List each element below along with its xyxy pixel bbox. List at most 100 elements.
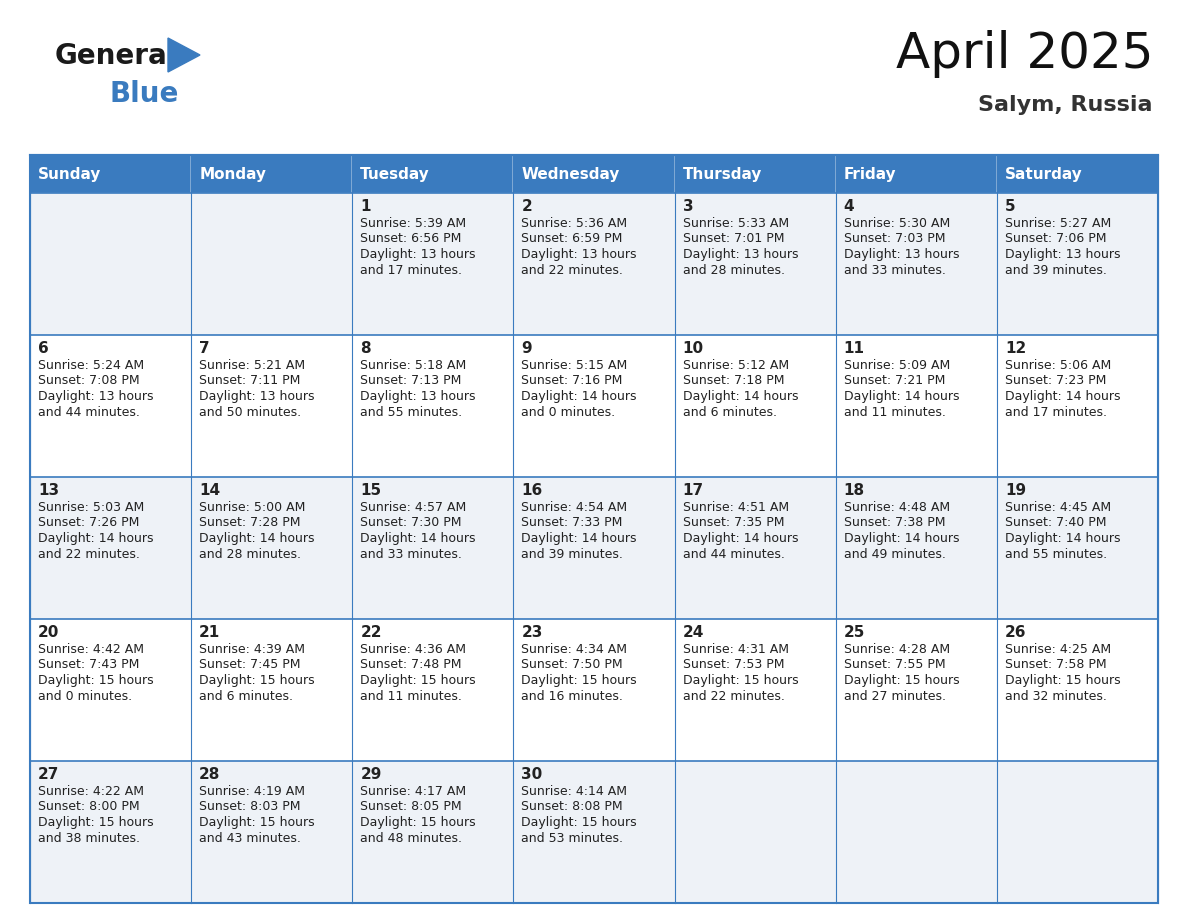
Text: Sunrise: 5:09 AM: Sunrise: 5:09 AM	[843, 359, 950, 372]
Text: 18: 18	[843, 483, 865, 498]
Text: Daylight: 14 hours: Daylight: 14 hours	[200, 532, 315, 545]
Text: Sunset: 6:56 PM: Sunset: 6:56 PM	[360, 232, 462, 245]
Text: 6: 6	[38, 341, 49, 356]
Text: General: General	[55, 42, 177, 70]
Text: Daylight: 15 hours: Daylight: 15 hours	[522, 674, 637, 687]
Text: and 6 minutes.: and 6 minutes.	[200, 689, 293, 702]
Text: Sunset: 7:01 PM: Sunset: 7:01 PM	[683, 232, 784, 245]
Text: Sunset: 7:30 PM: Sunset: 7:30 PM	[360, 517, 462, 530]
Text: Sunrise: 4:28 AM: Sunrise: 4:28 AM	[843, 643, 950, 656]
Text: Daylight: 14 hours: Daylight: 14 hours	[1005, 390, 1120, 403]
Text: Sunrise: 4:39 AM: Sunrise: 4:39 AM	[200, 643, 305, 656]
Text: Sunrise: 5:06 AM: Sunrise: 5:06 AM	[1005, 359, 1111, 372]
Text: and 22 minutes.: and 22 minutes.	[522, 263, 624, 276]
Text: and 49 minutes.: and 49 minutes.	[843, 547, 946, 561]
Text: Sunrise: 5:21 AM: Sunrise: 5:21 AM	[200, 359, 305, 372]
Text: 9: 9	[522, 341, 532, 356]
Text: Sunrise: 4:22 AM: Sunrise: 4:22 AM	[38, 785, 144, 798]
Bar	[191, 761, 353, 903]
Bar	[513, 761, 675, 903]
Text: Sunday: Sunday	[38, 166, 101, 182]
Text: 24: 24	[683, 625, 704, 640]
Text: and 44 minutes.: and 44 minutes.	[683, 547, 784, 561]
Bar	[513, 335, 675, 477]
Text: Sunrise: 5:12 AM: Sunrise: 5:12 AM	[683, 359, 789, 372]
Bar	[30, 477, 191, 619]
Text: and 38 minutes.: and 38 minutes.	[38, 832, 140, 845]
Text: and 33 minutes.: and 33 minutes.	[843, 263, 946, 276]
Bar	[675, 193, 835, 335]
Text: Sunrise: 5:18 AM: Sunrise: 5:18 AM	[360, 359, 467, 372]
Text: Daylight: 15 hours: Daylight: 15 hours	[1005, 674, 1120, 687]
Text: Daylight: 15 hours: Daylight: 15 hours	[200, 816, 315, 829]
Bar	[191, 335, 353, 477]
Bar	[513, 619, 675, 761]
Text: and 0 minutes.: and 0 minutes.	[38, 689, 132, 702]
Bar	[30, 155, 191, 193]
Text: Sunrise: 5:27 AM: Sunrise: 5:27 AM	[1005, 217, 1111, 230]
Text: Sunrise: 4:36 AM: Sunrise: 4:36 AM	[360, 643, 466, 656]
Bar	[513, 155, 675, 193]
Text: Sunrise: 4:14 AM: Sunrise: 4:14 AM	[522, 785, 627, 798]
Text: Daylight: 14 hours: Daylight: 14 hours	[843, 532, 959, 545]
Text: Daylight: 15 hours: Daylight: 15 hours	[360, 674, 476, 687]
Text: Daylight: 14 hours: Daylight: 14 hours	[843, 390, 959, 403]
Text: Sunset: 8:08 PM: Sunset: 8:08 PM	[522, 800, 623, 813]
Text: Sunset: 7:38 PM: Sunset: 7:38 PM	[843, 517, 946, 530]
Bar	[675, 335, 835, 477]
Text: Sunset: 7:21 PM: Sunset: 7:21 PM	[843, 375, 946, 387]
Text: 8: 8	[360, 341, 371, 356]
Text: and 33 minutes.: and 33 minutes.	[360, 547, 462, 561]
Text: Daylight: 13 hours: Daylight: 13 hours	[200, 390, 315, 403]
Text: and 6 minutes.: and 6 minutes.	[683, 406, 777, 419]
Text: 4: 4	[843, 199, 854, 214]
Bar	[513, 193, 675, 335]
Bar	[30, 335, 191, 477]
Text: Sunset: 7:11 PM: Sunset: 7:11 PM	[200, 375, 301, 387]
Bar	[191, 477, 353, 619]
Text: Sunset: 7:55 PM: Sunset: 7:55 PM	[843, 658, 946, 671]
Text: Sunrise: 4:25 AM: Sunrise: 4:25 AM	[1005, 643, 1111, 656]
Text: Sunrise: 5:36 AM: Sunrise: 5:36 AM	[522, 217, 627, 230]
Text: 16: 16	[522, 483, 543, 498]
Text: Sunrise: 4:57 AM: Sunrise: 4:57 AM	[360, 501, 467, 514]
Text: Sunrise: 5:15 AM: Sunrise: 5:15 AM	[522, 359, 627, 372]
Text: 30: 30	[522, 767, 543, 782]
Bar	[353, 193, 513, 335]
Text: 21: 21	[200, 625, 221, 640]
Bar	[191, 155, 353, 193]
Text: Sunset: 6:59 PM: Sunset: 6:59 PM	[522, 232, 623, 245]
Text: Sunrise: 5:39 AM: Sunrise: 5:39 AM	[360, 217, 467, 230]
Text: Sunset: 7:40 PM: Sunset: 7:40 PM	[1005, 517, 1106, 530]
Bar	[997, 335, 1158, 477]
Text: Sunrise: 5:33 AM: Sunrise: 5:33 AM	[683, 217, 789, 230]
Text: Daylight: 15 hours: Daylight: 15 hours	[200, 674, 315, 687]
Text: 23: 23	[522, 625, 543, 640]
Text: Sunset: 7:16 PM: Sunset: 7:16 PM	[522, 375, 623, 387]
Text: Sunset: 7:50 PM: Sunset: 7:50 PM	[522, 658, 623, 671]
Text: and 55 minutes.: and 55 minutes.	[1005, 547, 1107, 561]
Text: and 43 minutes.: and 43 minutes.	[200, 832, 301, 845]
Text: Daylight: 13 hours: Daylight: 13 hours	[522, 248, 637, 261]
Bar	[835, 193, 997, 335]
Text: and 48 minutes.: and 48 minutes.	[360, 832, 462, 845]
Text: Sunset: 7:03 PM: Sunset: 7:03 PM	[843, 232, 946, 245]
Text: 22: 22	[360, 625, 381, 640]
Polygon shape	[168, 38, 200, 72]
Text: Daylight: 14 hours: Daylight: 14 hours	[683, 390, 798, 403]
Bar	[675, 761, 835, 903]
Text: 1: 1	[360, 199, 371, 214]
Text: Sunset: 7:13 PM: Sunset: 7:13 PM	[360, 375, 462, 387]
Text: Sunset: 7:33 PM: Sunset: 7:33 PM	[522, 517, 623, 530]
Text: 26: 26	[1005, 625, 1026, 640]
Text: Monday: Monday	[200, 166, 266, 182]
Bar	[30, 155, 1158, 903]
Text: Sunset: 7:08 PM: Sunset: 7:08 PM	[38, 375, 140, 387]
Text: Sunrise: 4:42 AM: Sunrise: 4:42 AM	[38, 643, 144, 656]
Text: 25: 25	[843, 625, 865, 640]
Text: and 55 minutes.: and 55 minutes.	[360, 406, 462, 419]
Text: and 28 minutes.: and 28 minutes.	[200, 547, 301, 561]
Bar	[353, 477, 513, 619]
Text: Daylight: 15 hours: Daylight: 15 hours	[360, 816, 476, 829]
Bar	[353, 761, 513, 903]
